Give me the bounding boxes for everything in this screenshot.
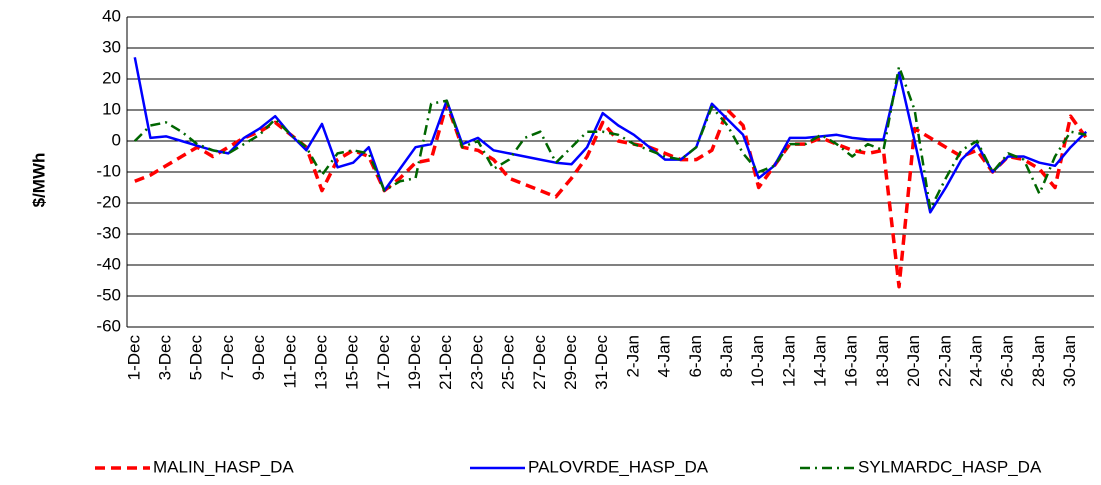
x-tick-label: 26-Jan: [998, 335, 1017, 387]
x-tick-label: 20-Jan: [904, 335, 923, 387]
x-tick-label: 7-Dec: [218, 335, 237, 381]
y-tick-label: 30: [102, 37, 121, 56]
legend-label: PALOVRDE_HASP_DA: [528, 457, 709, 476]
x-tick-label: 16-Jan: [842, 335, 861, 387]
y-tick-label: -20: [96, 192, 121, 211]
series-line: [133, 57, 1088, 214]
y-tick-label: -60: [96, 316, 121, 335]
x-tick-label: 18-Jan: [873, 335, 892, 387]
x-tick-label: 4-Jan: [655, 335, 674, 378]
x-tick-label: 29-Dec: [561, 335, 580, 390]
x-tick-label: 8-Jan: [717, 335, 736, 378]
x-tick-label: 15-Dec: [343, 335, 362, 390]
x-tick-label: 22-Jan: [935, 335, 954, 387]
series-line: [133, 65, 1087, 211]
x-tick-label: 9-Dec: [249, 335, 268, 381]
x-tick-label: 19-Dec: [405, 335, 424, 390]
series-line: [134, 102, 1088, 289]
x-tick-label: 13-Dec: [311, 335, 330, 390]
legend-label: SYLMARDC_HASP_DA: [858, 457, 1042, 476]
y-tick-label: -40: [96, 254, 121, 273]
y-axis-label: $/MWh: [29, 153, 48, 208]
x-tick-label: 2-Jan: [623, 335, 642, 378]
x-tick-label: 25-Dec: [499, 335, 518, 390]
x-tick-label: 5-Dec: [187, 335, 206, 381]
x-tick-label: 27-Dec: [530, 335, 549, 390]
x-tick-label: 28-Jan: [1029, 335, 1048, 387]
legend-label: MALIN_HASP_DA: [153, 457, 294, 476]
x-tick-label: 11-Dec: [280, 335, 299, 389]
x-tick-label: 12-Jan: [779, 335, 798, 387]
y-tick-label: 40: [102, 6, 121, 25]
x-tick-label: 24-Jan: [967, 335, 986, 387]
x-tick-label: 30-Jan: [1060, 335, 1079, 387]
y-tick-label: -10: [96, 161, 121, 180]
x-tick-label: 21-Dec: [436, 335, 455, 390]
x-tick-label: 23-Dec: [467, 335, 486, 390]
x-tick-label: 6-Jan: [686, 335, 705, 378]
x-tick-label: 10-Jan: [748, 335, 767, 387]
y-tick-label: 20: [102, 68, 121, 87]
y-tick-label: 10: [102, 99, 121, 118]
x-tick-label: 1-Dec: [124, 335, 143, 381]
x-tick-label: 3-Dec: [155, 335, 174, 381]
x-tick-label: 17-Dec: [374, 335, 393, 390]
x-tick-label: 14-Jan: [811, 335, 830, 387]
x-tick-label: 31-Dec: [592, 335, 611, 390]
y-tick-label: -30: [96, 223, 121, 242]
y-tick-label: 0: [112, 130, 121, 149]
y-tick-label: -50: [96, 285, 121, 304]
